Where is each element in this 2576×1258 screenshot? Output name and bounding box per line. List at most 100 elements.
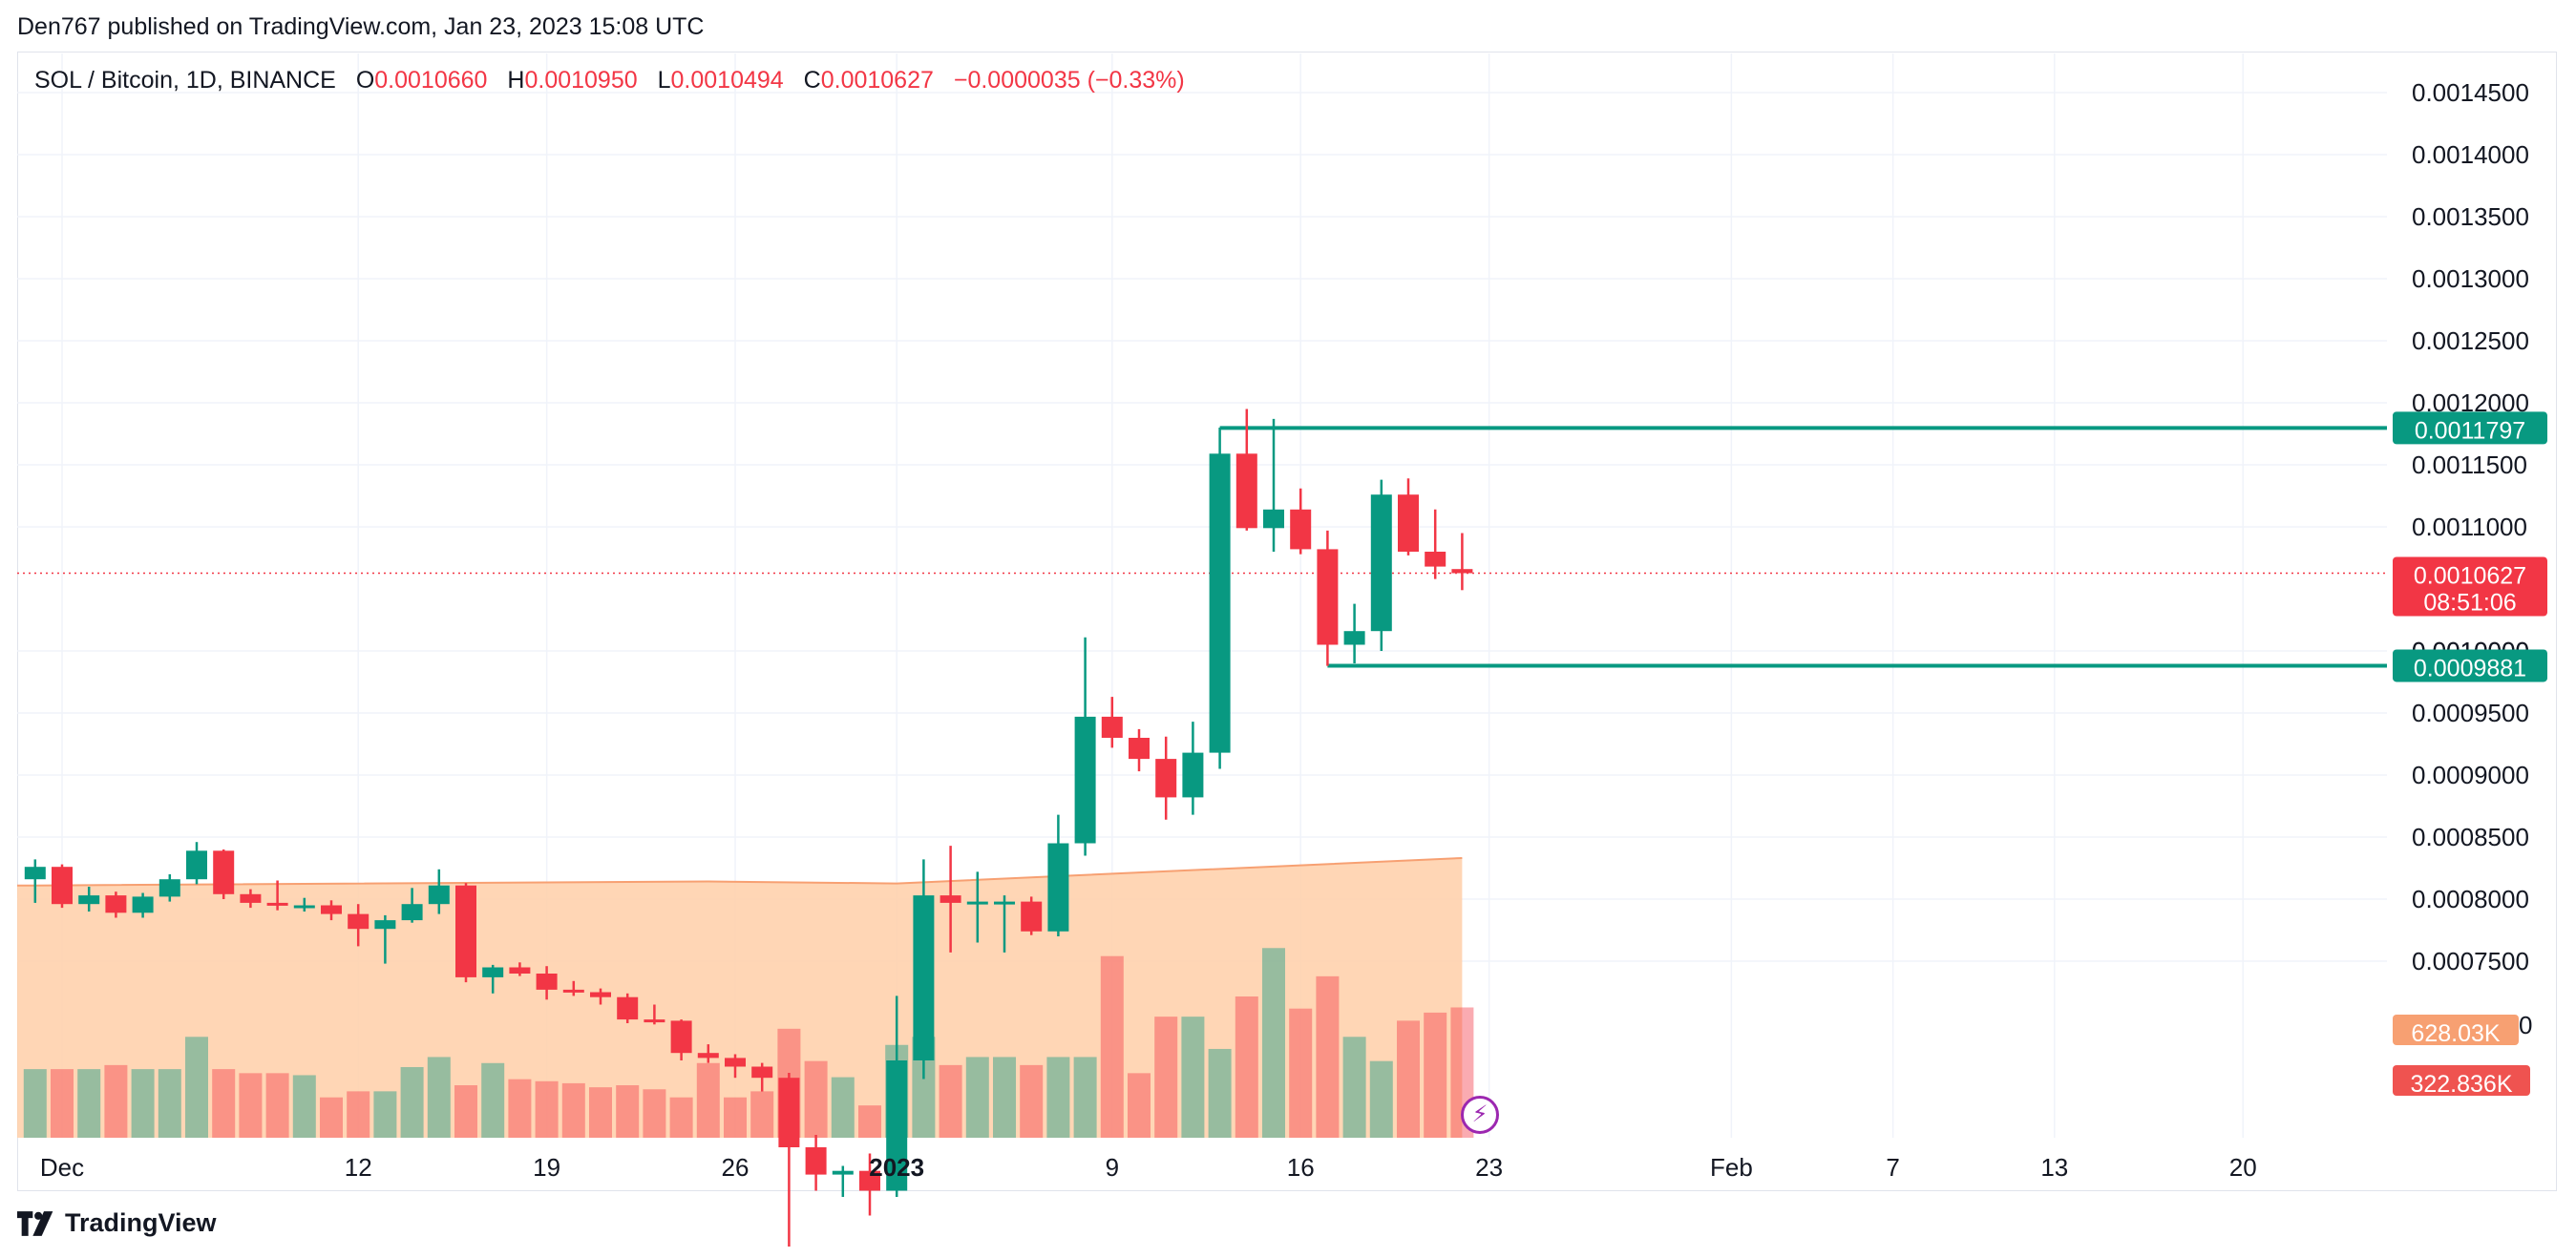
volume-bar: [1235, 996, 1258, 1138]
close-label: C: [803, 67, 821, 94]
candle-body: [293, 905, 315, 909]
candle-body: [805, 1147, 827, 1175]
level-badge-resistance-bg: [2393, 411, 2547, 445]
candle-body: [1290, 509, 1312, 550]
volume-bar: [858, 1105, 881, 1138]
volume-bar: [750, 1091, 774, 1138]
volume-bar: [131, 1069, 155, 1138]
candle-body: [994, 901, 1015, 905]
low-label: L: [657, 67, 671, 94]
time-tick: 26: [722, 1153, 750, 1182]
volume-badge-bg: [2393, 1065, 2530, 1096]
candle-body: [697, 1053, 719, 1059]
candle-body: [105, 895, 127, 913]
candle-body: [1155, 759, 1177, 798]
time-tick: 9: [1106, 1153, 1119, 1182]
price-tick: 0.0014000: [2412, 140, 2529, 169]
candle-body: [940, 895, 961, 903]
candle-body: [158, 879, 180, 897]
volume-ma-line: [17, 856, 1463, 887]
volume-bar: [158, 1069, 181, 1138]
time-tick: 20: [2229, 1153, 2257, 1182]
ohlc-legend: SOL / Bitcoin, 1D, BINANCE O0.0010660 H0…: [34, 67, 1185, 94]
volume-bar: [724, 1097, 747, 1138]
time-tick: 12: [345, 1153, 372, 1182]
volume-bar: [1369, 1060, 1393, 1138]
candle-body: [509, 967, 531, 974]
open-value: 0.0010660: [374, 67, 488, 94]
volume-bar: [535, 1080, 559, 1138]
price-tick: 0.0009000: [2412, 761, 2529, 789]
volume-bar: [239, 1073, 263, 1138]
candle-body: [78, 895, 100, 905]
volume-bar: [1128, 1073, 1151, 1138]
candle-body: [1101, 716, 1123, 738]
time-axis: Dec 12 19 26 2023 9 16 23 Feb 7 13 20: [40, 1153, 2257, 1182]
level-badge-support-bg: [2393, 649, 2547, 682]
price-tick: 0.0013500: [2412, 202, 2529, 231]
volume-bar: [643, 1089, 666, 1138]
low-value: 0.0010494: [670, 67, 784, 94]
high-value: 0.0010950: [524, 67, 638, 94]
candle-body: [1209, 453, 1231, 753]
change-value: −0.0000035 (−0.33%): [953, 67, 1185, 94]
volume-bar: [831, 1077, 855, 1138]
chart-frame: [17, 52, 2557, 1191]
volume-bar: [965, 1057, 989, 1138]
candle-body: [725, 1058, 746, 1067]
close-value: 0.0010627: [820, 67, 934, 94]
candle-body: [590, 992, 611, 997]
open-label: O: [355, 67, 375, 94]
candle-body: [1425, 552, 1446, 567]
price-tick: 0.0009500: [2412, 699, 2529, 727]
candle-body: [859, 1170, 880, 1191]
volume-bar: [77, 1069, 101, 1138]
volume-bar: [481, 1062, 505, 1138]
lightning-icon[interactable]: ⚡: [1461, 1096, 1499, 1134]
volume-axis-tick: 0: [2519, 1011, 2532, 1039]
last-price-badge-text: 08:51:06: [2423, 589, 2516, 616]
volume-bar: [589, 1087, 612, 1138]
level-badge-support-text: 0.0009881: [2414, 655, 2526, 681]
price-axis: 0.0014500 0.0014000 0.0013500 0.0013000 0.00…: [2412, 78, 2529, 975]
volume-bar: [561, 1082, 585, 1138]
price-tick: 0.0014500: [2412, 78, 2529, 107]
volume-bar: [1289, 1008, 1313, 1138]
candle-body: [1451, 569, 1473, 574]
volume-bar: [939, 1064, 962, 1138]
candle-body: [536, 974, 558, 990]
volume-ma-badge-text: 628.03K: [2411, 1020, 2500, 1047]
candle-body: [52, 867, 73, 905]
volume-bar: [427, 1057, 451, 1138]
volume-bar: [373, 1091, 397, 1138]
candle-body: [1263, 509, 1284, 529]
last-price-badge-bg: [2393, 556, 2547, 617]
volume-bar: [1424, 1012, 1447, 1138]
candle-body: [455, 885, 476, 977]
time-tick: 19: [533, 1153, 560, 1182]
footer-brand[interactable]: TradingView: [17, 1208, 217, 1238]
price-tick: 0.0011000: [2412, 513, 2527, 541]
volume-bar: [616, 1085, 640, 1138]
time-tick: Feb: [1710, 1153, 1753, 1182]
time-tick: 2023: [869, 1153, 924, 1182]
candle-body: [1317, 549, 1339, 645]
candle-body: [1047, 843, 1069, 932]
candle-body: [1129, 738, 1150, 760]
volume-bar: [400, 1067, 424, 1138]
volume-bar: [1181, 1017, 1205, 1138]
volume-bar: [696, 1062, 720, 1138]
candle-body: [886, 1060, 908, 1191]
volume-bar: [1397, 1020, 1420, 1138]
volume-bar: [1046, 1057, 1070, 1138]
candle-body: [1074, 716, 1096, 844]
volume-layer: [17, 856, 1474, 1138]
volume-bar: [1316, 975, 1340, 1138]
candle-body: [240, 893, 262, 903]
symbol-name[interactable]: SOL / Bitcoin, 1D, BINANCE: [34, 67, 336, 94]
level-badge-resistance-text: 0.0011797: [2415, 417, 2525, 444]
candle-body: [321, 905, 342, 914]
high-label: H: [507, 67, 525, 94]
